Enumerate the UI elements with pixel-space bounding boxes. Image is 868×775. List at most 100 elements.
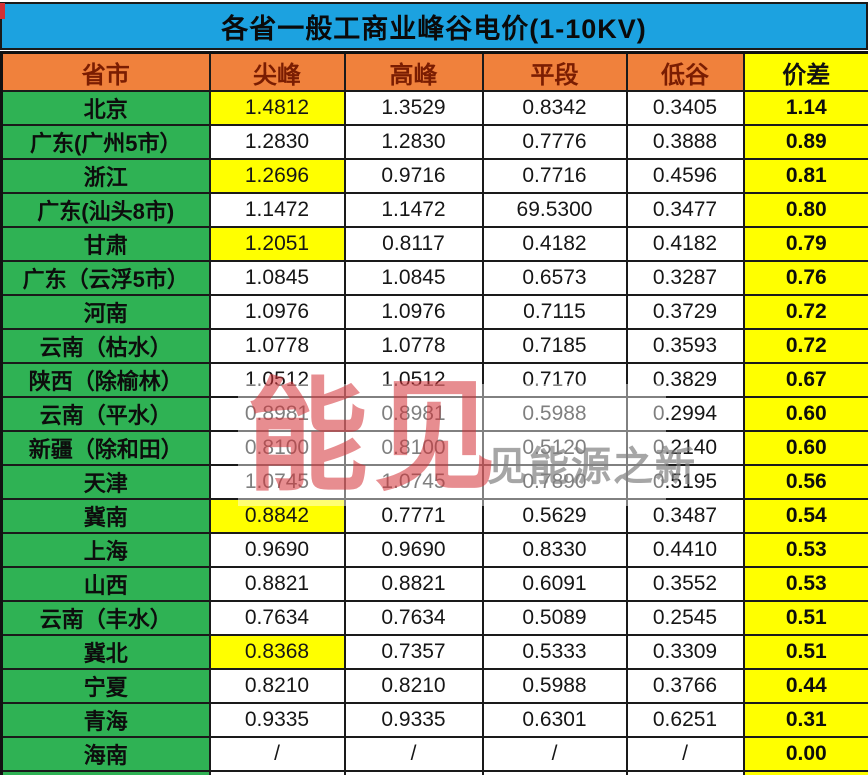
high-cell: 0.7357 bbox=[343, 634, 484, 670]
diff-cell: 0.60 bbox=[742, 430, 868, 466]
province-cell: 青海 bbox=[0, 702, 211, 738]
table-row: 冀南 0.8842 0.7771 0.5629 0.3487 0.54 bbox=[0, 498, 868, 534]
high-cell: 1.0745 bbox=[343, 464, 484, 500]
table-row: 宁夏 0.8210 0.8210 0.5988 0.3766 0.44 bbox=[0, 668, 868, 704]
flat-cell: / bbox=[481, 770, 628, 775]
table-row: 广东(汕头8市) 1.1472 1.1472 69.5300 0.3477 0.… bbox=[0, 192, 868, 228]
valley-cell: / bbox=[625, 736, 745, 772]
peak-cell: 1.1472 bbox=[208, 192, 346, 228]
valley-cell: 0.3593 bbox=[625, 328, 745, 364]
valley-cell: 0.3309 bbox=[625, 634, 745, 670]
flat-cell: 0.7890 bbox=[481, 464, 628, 500]
header-flat: 平段 bbox=[481, 51, 628, 92]
high-cell: 0.8210 bbox=[343, 668, 484, 704]
high-cell: 1.0778 bbox=[343, 328, 484, 364]
high-cell: 1.2830 bbox=[343, 124, 484, 160]
province-cell: 甘肃 bbox=[0, 226, 211, 262]
table-row: 青海 0.9335 0.9335 0.6301 0.6251 0.31 bbox=[0, 702, 868, 738]
valley-cell: 0.3405 bbox=[625, 90, 745, 126]
peak-cell: 0.8981 bbox=[208, 396, 346, 432]
watermark-red-dash bbox=[0, 3, 5, 19]
diff-cell: 0.60 bbox=[742, 396, 868, 432]
diff-cell: 0.00 bbox=[742, 770, 868, 775]
valley-cell: 0.3477 bbox=[625, 192, 745, 228]
high-cell: / bbox=[343, 770, 484, 775]
valley-cell: 0.4410 bbox=[625, 532, 745, 568]
high-cell: 0.8100 bbox=[343, 430, 484, 466]
peak-cell: 1.2830 bbox=[208, 124, 346, 160]
high-cell: 0.9690 bbox=[343, 532, 484, 568]
valley-cell: / bbox=[625, 770, 745, 775]
peak-cell: 0.7634 bbox=[208, 600, 346, 636]
valley-cell: 0.6251 bbox=[625, 702, 745, 738]
peak-cell: 1.0778 bbox=[208, 328, 346, 364]
valley-cell: 0.4182 bbox=[625, 226, 745, 262]
table-row: 江苏 / / / / 0.00 bbox=[0, 770, 868, 775]
table-row: 海南 / / / / 0.00 bbox=[0, 736, 868, 772]
province-cell: 河南 bbox=[0, 294, 211, 330]
flat-cell: 0.5089 bbox=[481, 600, 628, 636]
diff-cell: 0.81 bbox=[742, 158, 868, 194]
high-cell: 0.9335 bbox=[343, 702, 484, 738]
flat-cell: 0.5629 bbox=[481, 498, 628, 534]
province-cell: 广东（云浮5市） bbox=[0, 260, 211, 296]
peak-cell: 1.4812 bbox=[208, 90, 346, 126]
table-title-bar: 各省一般工商业峰谷电价(1-10KV) bbox=[0, 2, 868, 50]
table-row: 云南（平水） 0.8981 0.8981 0.5988 0.2994 0.60 bbox=[0, 396, 868, 432]
valley-cell: 0.3829 bbox=[625, 362, 745, 398]
province-cell: 江苏 bbox=[0, 770, 211, 775]
peak-cell: 1.0745 bbox=[208, 464, 346, 500]
province-cell: 冀北 bbox=[0, 634, 211, 670]
table-row: 广东(广州5市） 1.2830 1.2830 0.7776 0.3888 0.8… bbox=[0, 124, 868, 160]
flat-cell: 0.7716 bbox=[481, 158, 628, 194]
diff-cell: 0.44 bbox=[742, 668, 868, 704]
province-cell: 新疆（除和田） bbox=[0, 430, 211, 466]
flat-cell: / bbox=[481, 736, 628, 772]
province-cell: 云南（丰水） bbox=[0, 600, 211, 636]
peak-cell: 0.8368 bbox=[208, 634, 346, 670]
diff-cell: 0.76 bbox=[742, 260, 868, 296]
flat-cell: 0.5988 bbox=[481, 396, 628, 432]
peak-cell: 0.8842 bbox=[208, 498, 346, 534]
flat-cell: 0.5333 bbox=[481, 634, 628, 670]
high-cell: 1.0976 bbox=[343, 294, 484, 330]
header-row: 省市 尖峰 高峰 平段 低谷 价差 bbox=[0, 51, 868, 92]
table-row: 上海 0.9690 0.9690 0.8330 0.4410 0.53 bbox=[0, 532, 868, 568]
diff-cell: 0.67 bbox=[742, 362, 868, 398]
header-province: 省市 bbox=[0, 51, 211, 92]
province-cell: 山西 bbox=[0, 566, 211, 602]
header-valley: 低谷 bbox=[625, 51, 745, 92]
flat-cell: 0.6091 bbox=[481, 566, 628, 602]
diff-cell: 1.14 bbox=[742, 90, 868, 126]
flat-cell: 0.6573 bbox=[481, 260, 628, 296]
table-row: 山西 0.8821 0.8821 0.6091 0.3552 0.53 bbox=[0, 566, 868, 602]
peak-cell: 1.2696 bbox=[208, 158, 346, 194]
high-cell: 1.3529 bbox=[343, 90, 484, 126]
valley-cell: 0.2994 bbox=[625, 396, 745, 432]
diff-cell: 0.51 bbox=[742, 634, 868, 670]
flat-cell: 0.8342 bbox=[481, 90, 628, 126]
table-row: 云南（丰水） 0.7634 0.7634 0.5089 0.2545 0.51 bbox=[0, 600, 868, 636]
valley-cell: 0.2545 bbox=[625, 600, 745, 636]
valley-cell: 0.5195 bbox=[625, 464, 745, 500]
table-row: 浙江 1.2696 0.9716 0.7716 0.4596 0.81 bbox=[0, 158, 868, 194]
flat-cell: 0.7776 bbox=[481, 124, 628, 160]
table-row: 陕西（除榆林） 1.0512 1.0512 0.7170 0.3829 0.67 bbox=[0, 362, 868, 398]
flat-cell: 0.6301 bbox=[481, 702, 628, 738]
high-cell: 1.0512 bbox=[343, 362, 484, 398]
table-row: 北京 1.4812 1.3529 0.8342 0.3405 1.14 bbox=[0, 90, 868, 126]
valley-cell: 0.3888 bbox=[625, 124, 745, 160]
high-cell: 0.7771 bbox=[343, 498, 484, 534]
flat-cell: 0.7185 bbox=[481, 328, 628, 364]
peak-cell: 0.8210 bbox=[208, 668, 346, 704]
diff-cell: 0.89 bbox=[742, 124, 868, 160]
peak-cell: / bbox=[208, 770, 346, 775]
table-body: 北京 1.4812 1.3529 0.8342 0.3405 1.14 广东(广… bbox=[0, 90, 868, 775]
province-cell: 广东(广州5市） bbox=[0, 124, 211, 160]
province-cell: 海南 bbox=[0, 736, 211, 772]
province-cell: 陕西（除榆林） bbox=[0, 362, 211, 398]
province-cell: 广东(汕头8市) bbox=[0, 192, 211, 228]
province-cell: 北京 bbox=[0, 90, 211, 126]
peak-cell: 0.9690 bbox=[208, 532, 346, 568]
